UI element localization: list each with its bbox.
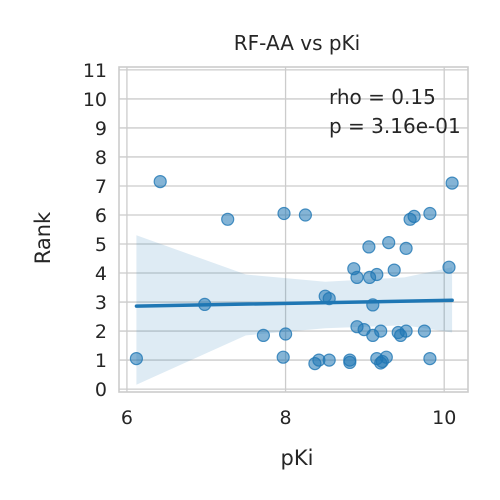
data-point <box>380 351 392 363</box>
data-point <box>375 325 387 337</box>
data-point <box>344 354 356 366</box>
data-point <box>280 328 292 340</box>
data-point <box>400 242 412 254</box>
x-tick-label: 6 <box>121 407 133 429</box>
p-value-annotation: p = 3.16e-01 <box>329 114 461 138</box>
data-point <box>400 325 412 337</box>
y-tick-label: 7 <box>95 176 107 198</box>
y-tick-label: 6 <box>95 205 107 227</box>
data-point <box>130 353 142 365</box>
data-point <box>277 351 289 363</box>
data-point <box>424 208 436 220</box>
x-tick-label: 10 <box>432 407 456 429</box>
data-point <box>443 261 455 273</box>
y-axis-label: Rank <box>31 211 55 264</box>
y-tick-label: 8 <box>95 147 107 169</box>
data-point <box>299 209 311 221</box>
x-tick-labels: 6 8 10 <box>121 407 456 429</box>
data-point <box>408 210 420 222</box>
data-point <box>383 237 395 249</box>
y-tick-label: 2 <box>95 321 107 343</box>
chart-title: RF-AA vs pKi <box>234 31 360 55</box>
x-tick-label: 8 <box>280 407 292 429</box>
data-point <box>222 213 234 225</box>
y-tick-label: 9 <box>95 118 107 140</box>
data-point <box>446 177 458 189</box>
confidence-band <box>136 235 452 384</box>
data-point <box>351 271 363 283</box>
y-tick-label: 1 <box>95 350 107 372</box>
data-point <box>257 329 269 341</box>
data-point <box>388 264 400 276</box>
data-point <box>323 354 335 366</box>
y-tick-label: 0 <box>95 379 107 401</box>
y-tick-label: 5 <box>95 234 107 256</box>
data-point <box>278 208 290 220</box>
data-point <box>371 269 383 281</box>
y-tick-label: 4 <box>95 263 107 285</box>
rho-annotation: rho = 0.15 <box>329 85 436 109</box>
data-point <box>363 241 375 253</box>
y-tick-label: 3 <box>95 292 107 314</box>
y-tick-labels: 0 1 2 3 4 5 6 7 8 9 10 11 <box>83 60 107 401</box>
data-point <box>424 353 436 365</box>
data-point <box>154 176 166 188</box>
y-tick-label: 10 <box>83 89 107 111</box>
confidence-band-layer <box>136 235 452 384</box>
y-tick-label: 11 <box>83 60 107 82</box>
x-axis-label: pKi <box>281 446 314 470</box>
data-point <box>418 325 430 337</box>
